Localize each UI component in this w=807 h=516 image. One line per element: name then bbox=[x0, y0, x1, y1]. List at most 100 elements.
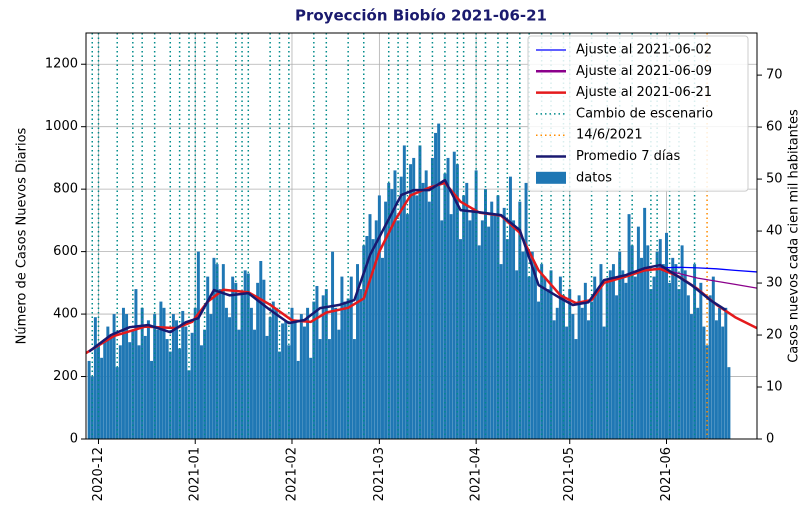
bar bbox=[190, 332, 194, 439]
bar bbox=[137, 345, 141, 439]
bar bbox=[446, 157, 450, 439]
bar bbox=[440, 220, 444, 439]
bar bbox=[508, 176, 512, 439]
bar bbox=[97, 345, 100, 439]
bar bbox=[596, 289, 600, 439]
bar bbox=[159, 301, 163, 439]
bar bbox=[296, 360, 300, 439]
bar bbox=[150, 360, 154, 439]
bar bbox=[421, 182, 425, 439]
legend-label: Ajuste al 2021-06-02 bbox=[576, 43, 712, 58]
bar bbox=[699, 282, 703, 439]
bar bbox=[218, 289, 222, 439]
legend-swatch bbox=[536, 171, 566, 184]
bar bbox=[480, 220, 484, 439]
bar bbox=[327, 339, 331, 439]
bar bbox=[321, 295, 325, 439]
bar bbox=[533, 264, 537, 439]
bar bbox=[605, 282, 609, 439]
bar bbox=[384, 201, 388, 439]
bar bbox=[693, 264, 697, 439]
bar bbox=[121, 307, 125, 439]
y-tick-label: 200 bbox=[53, 369, 78, 384]
bar bbox=[140, 307, 144, 439]
bar bbox=[630, 245, 634, 439]
bar bbox=[652, 276, 656, 439]
bar bbox=[465, 182, 469, 439]
y2-tick-label: 70 bbox=[766, 68, 783, 83]
bar bbox=[331, 251, 335, 439]
bar bbox=[274, 307, 278, 439]
bar bbox=[618, 251, 622, 439]
bar bbox=[396, 220, 400, 439]
legend-label: Promedio 7 días bbox=[576, 149, 680, 164]
bar bbox=[224, 307, 228, 439]
bar bbox=[209, 314, 213, 439]
bar bbox=[524, 182, 528, 439]
bar bbox=[106, 326, 110, 439]
legend: Ajuste al 2021-06-02 Ajuste al 2021-06-09… bbox=[527, 35, 749, 192]
bar bbox=[668, 282, 672, 439]
bar bbox=[430, 157, 434, 439]
bar bbox=[399, 176, 403, 439]
bar bbox=[599, 264, 603, 439]
bar bbox=[228, 317, 232, 439]
bar bbox=[608, 270, 612, 439]
bar bbox=[306, 307, 310, 439]
bar bbox=[586, 320, 590, 439]
bar bbox=[146, 320, 150, 439]
bar bbox=[627, 214, 631, 439]
bar bbox=[490, 201, 494, 439]
bar bbox=[471, 207, 475, 439]
bar bbox=[665, 232, 668, 439]
bar bbox=[381, 257, 384, 439]
bar bbox=[571, 314, 575, 439]
bar bbox=[633, 276, 637, 439]
bar bbox=[100, 357, 104, 439]
bar bbox=[427, 201, 431, 439]
bar bbox=[309, 357, 313, 439]
bar bbox=[418, 145, 422, 439]
bar bbox=[455, 164, 459, 439]
bar bbox=[165, 339, 169, 439]
bar bbox=[212, 257, 216, 439]
y2-tick-label: 30 bbox=[766, 276, 783, 291]
bar bbox=[555, 307, 559, 439]
bar bbox=[312, 301, 316, 439]
bar bbox=[143, 335, 147, 439]
plot-area bbox=[86, 33, 757, 439]
bar bbox=[299, 314, 303, 439]
bar bbox=[196, 251, 200, 439]
y2-tick-label: 10 bbox=[766, 380, 783, 395]
bar bbox=[206, 276, 210, 439]
bar bbox=[290, 307, 294, 439]
bar bbox=[349, 276, 353, 439]
bar bbox=[661, 264, 665, 439]
bar bbox=[515, 270, 519, 439]
bar bbox=[474, 170, 478, 439]
y2-tick-label: 40 bbox=[766, 224, 783, 239]
bar bbox=[677, 289, 681, 439]
bar bbox=[87, 360, 91, 439]
legend-label: datos bbox=[576, 170, 612, 185]
bar bbox=[415, 195, 419, 439]
bar bbox=[502, 207, 506, 439]
bar bbox=[337, 329, 341, 439]
bar bbox=[727, 367, 731, 439]
bar bbox=[293, 320, 297, 439]
bar bbox=[674, 264, 678, 439]
bar bbox=[459, 239, 462, 439]
bar bbox=[156, 329, 160, 439]
bar bbox=[543, 276, 547, 439]
bar bbox=[636, 226, 640, 439]
y2-tick-label: 0 bbox=[766, 432, 774, 447]
y2-tick-label: 50 bbox=[766, 172, 783, 187]
bar bbox=[221, 264, 225, 439]
bar bbox=[284, 320, 288, 439]
bar bbox=[271, 301, 275, 439]
bar bbox=[346, 298, 350, 439]
bar bbox=[452, 151, 456, 439]
bar bbox=[402, 145, 406, 439]
bar bbox=[390, 189, 394, 439]
bar bbox=[702, 326, 706, 439]
